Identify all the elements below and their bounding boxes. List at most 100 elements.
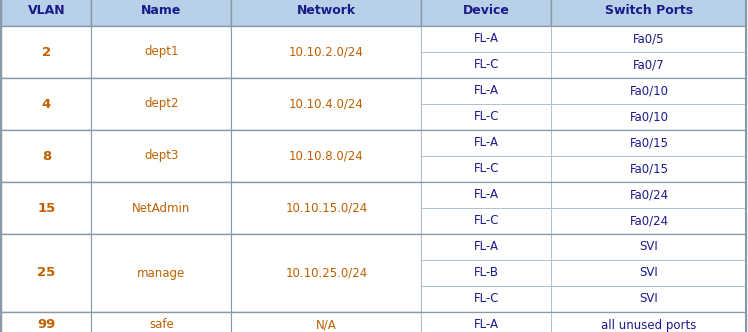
Bar bbox=[551, 104, 747, 130]
Bar bbox=[551, 130, 747, 156]
Text: FL-C: FL-C bbox=[473, 214, 499, 227]
Bar bbox=[91, 78, 231, 130]
Text: 10.10.15.0/24: 10.10.15.0/24 bbox=[286, 202, 367, 214]
Bar bbox=[91, 234, 231, 312]
Text: FL-A: FL-A bbox=[474, 189, 499, 202]
Text: NetAdmin: NetAdmin bbox=[132, 202, 191, 214]
Text: 4: 4 bbox=[42, 98, 51, 111]
Text: 10.10.25.0/24: 10.10.25.0/24 bbox=[286, 267, 367, 280]
Bar bbox=[231, 182, 422, 234]
Bar bbox=[551, 286, 747, 312]
Bar bbox=[422, 286, 551, 312]
Text: FL-A: FL-A bbox=[474, 136, 499, 149]
Text: SVI: SVI bbox=[640, 240, 658, 254]
Text: N/A: N/A bbox=[316, 318, 337, 331]
Text: Fa0/15: Fa0/15 bbox=[630, 162, 669, 176]
Text: 25: 25 bbox=[37, 267, 55, 280]
Text: dept2: dept2 bbox=[144, 98, 179, 111]
Text: FL-C: FL-C bbox=[473, 58, 499, 71]
Bar bbox=[1, 182, 91, 234]
Text: 99: 99 bbox=[37, 318, 55, 331]
Bar bbox=[1, 234, 91, 312]
Text: 15: 15 bbox=[37, 202, 55, 214]
Text: dept3: dept3 bbox=[144, 149, 179, 162]
Bar bbox=[1, 130, 91, 182]
Text: 10.10.2.0/24: 10.10.2.0/24 bbox=[289, 45, 364, 58]
Text: Network: Network bbox=[297, 4, 356, 17]
Text: all unused ports: all unused ports bbox=[601, 318, 696, 331]
Bar bbox=[1, 312, 747, 332]
Bar bbox=[551, 312, 747, 332]
Bar bbox=[91, 312, 231, 332]
Bar bbox=[1, 0, 91, 26]
Bar bbox=[422, 208, 551, 234]
Text: Fa0/24: Fa0/24 bbox=[629, 214, 669, 227]
Text: safe: safe bbox=[149, 318, 174, 331]
Text: Fa0/10: Fa0/10 bbox=[630, 111, 669, 124]
Bar bbox=[551, 182, 747, 208]
Text: 10.10.8.0/24: 10.10.8.0/24 bbox=[289, 149, 364, 162]
Text: SVI: SVI bbox=[640, 292, 658, 305]
Bar bbox=[1, 182, 747, 234]
Text: SVI: SVI bbox=[640, 267, 658, 280]
Bar bbox=[422, 52, 551, 78]
Bar bbox=[551, 234, 747, 260]
Bar bbox=[1, 78, 91, 130]
Bar bbox=[422, 260, 551, 286]
Text: Fa0/24: Fa0/24 bbox=[629, 189, 669, 202]
Text: 10.10.4.0/24: 10.10.4.0/24 bbox=[289, 98, 364, 111]
Text: FL-B: FL-B bbox=[474, 267, 499, 280]
Bar bbox=[551, 260, 747, 286]
Text: manage: manage bbox=[138, 267, 186, 280]
Bar bbox=[91, 130, 231, 182]
Bar bbox=[1, 312, 91, 332]
Bar bbox=[551, 0, 747, 26]
Bar bbox=[231, 0, 422, 26]
Bar bbox=[1, 26, 747, 78]
Bar bbox=[551, 208, 747, 234]
Text: dept1: dept1 bbox=[144, 45, 179, 58]
Bar bbox=[422, 312, 551, 332]
Text: Fa0/5: Fa0/5 bbox=[634, 33, 665, 45]
Bar bbox=[551, 156, 747, 182]
Bar bbox=[422, 130, 551, 156]
Bar bbox=[1, 78, 747, 130]
Bar bbox=[91, 26, 231, 78]
Bar bbox=[422, 104, 551, 130]
Text: 8: 8 bbox=[42, 149, 51, 162]
Bar bbox=[91, 182, 231, 234]
Bar bbox=[231, 234, 422, 312]
Bar bbox=[551, 26, 747, 52]
Bar bbox=[422, 182, 551, 208]
Text: FL-C: FL-C bbox=[473, 292, 499, 305]
Text: FL-A: FL-A bbox=[474, 318, 499, 331]
Text: Switch Ports: Switch Ports bbox=[605, 4, 693, 17]
Text: Name: Name bbox=[141, 4, 182, 17]
Text: Fa0/7: Fa0/7 bbox=[634, 58, 665, 71]
Text: Fa0/10: Fa0/10 bbox=[630, 85, 669, 98]
Bar bbox=[231, 26, 422, 78]
Text: Fa0/15: Fa0/15 bbox=[630, 136, 669, 149]
Bar bbox=[1, 26, 91, 78]
Text: FL-A: FL-A bbox=[474, 33, 499, 45]
Bar bbox=[422, 0, 551, 26]
Text: FL-C: FL-C bbox=[473, 162, 499, 176]
Bar bbox=[91, 0, 231, 26]
Bar bbox=[1, 130, 747, 182]
Text: FL-A: FL-A bbox=[474, 85, 499, 98]
Bar bbox=[551, 78, 747, 104]
Bar bbox=[231, 130, 422, 182]
Bar bbox=[422, 234, 551, 260]
Bar bbox=[1, 234, 747, 312]
Bar bbox=[551, 52, 747, 78]
Text: Device: Device bbox=[463, 4, 510, 17]
Bar bbox=[422, 26, 551, 52]
Text: FL-A: FL-A bbox=[474, 240, 499, 254]
Bar bbox=[231, 312, 422, 332]
Text: 2: 2 bbox=[42, 45, 51, 58]
Bar bbox=[422, 156, 551, 182]
Bar bbox=[422, 78, 551, 104]
Bar bbox=[231, 78, 422, 130]
Text: FL-C: FL-C bbox=[473, 111, 499, 124]
Text: VLAN: VLAN bbox=[28, 4, 65, 17]
